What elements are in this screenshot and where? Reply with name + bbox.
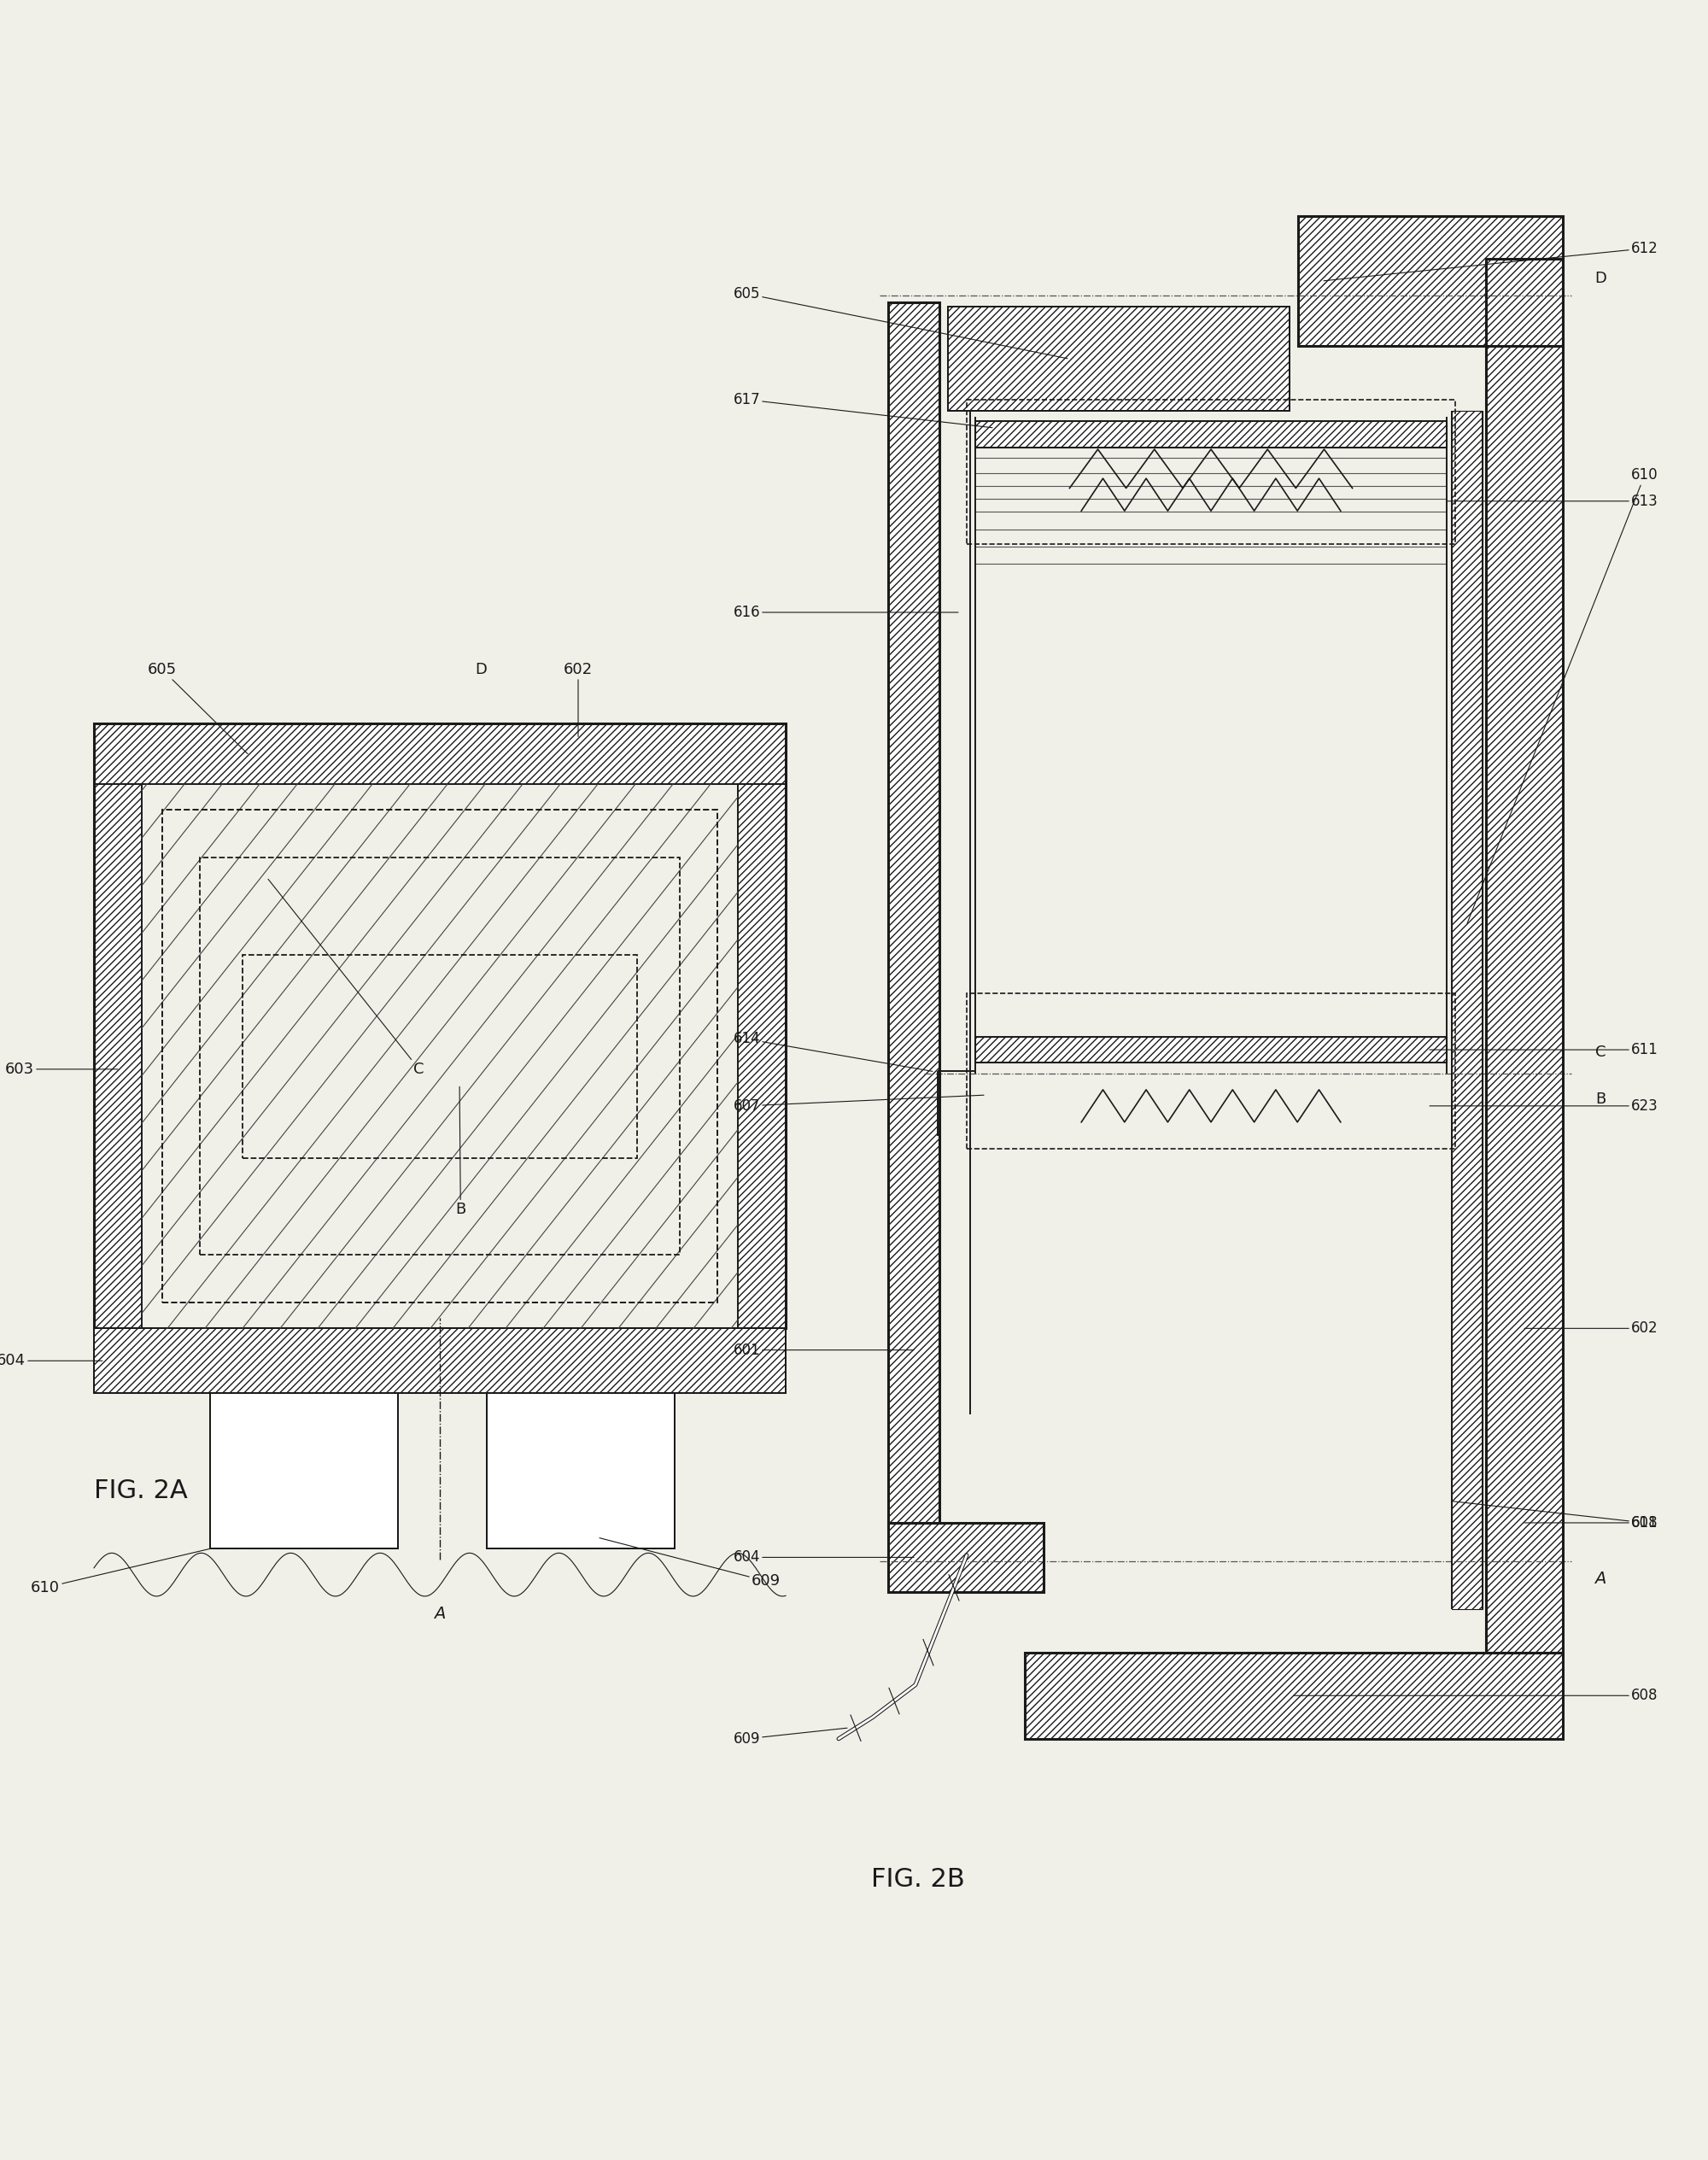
Text: 603: 603 bbox=[5, 1061, 118, 1078]
Bar bbox=[162, 810, 717, 1302]
Text: 616: 616 bbox=[733, 605, 958, 620]
Text: A: A bbox=[1595, 1570, 1606, 1588]
Text: D: D bbox=[1595, 270, 1606, 287]
Bar bbox=[975, 421, 1447, 447]
Bar bbox=[210, 1393, 398, 1549]
Text: B: B bbox=[456, 1086, 466, 1218]
Text: D: D bbox=[475, 661, 487, 678]
Text: 604: 604 bbox=[0, 1352, 102, 1369]
Bar bbox=[1486, 259, 1563, 1652]
Text: 604: 604 bbox=[733, 1549, 914, 1566]
Text: 605: 605 bbox=[733, 285, 1068, 359]
Bar bbox=[94, 1328, 786, 1393]
Bar bbox=[888, 302, 939, 1523]
Bar bbox=[1298, 216, 1563, 346]
Text: 605: 605 bbox=[147, 661, 248, 754]
Bar bbox=[888, 1523, 1044, 1592]
Bar bbox=[1025, 1652, 1563, 1739]
Text: 610: 610 bbox=[31, 1549, 210, 1596]
Bar bbox=[948, 307, 1290, 410]
Text: C: C bbox=[268, 879, 424, 1078]
Text: 612: 612 bbox=[1324, 240, 1658, 281]
Text: A: A bbox=[434, 1605, 446, 1622]
Bar bbox=[94, 784, 142, 1328]
Text: FIG. 2A: FIG. 2A bbox=[94, 1477, 188, 1503]
Bar bbox=[94, 1328, 786, 1393]
Bar bbox=[94, 724, 786, 1328]
Bar bbox=[210, 1393, 398, 1549]
Bar bbox=[94, 724, 786, 784]
Text: 617: 617 bbox=[733, 391, 992, 428]
Bar bbox=[1452, 410, 1483, 1609]
Bar bbox=[738, 784, 786, 1328]
Text: 607: 607 bbox=[733, 1095, 984, 1115]
Text: C: C bbox=[1595, 1043, 1606, 1061]
Bar bbox=[975, 1037, 1447, 1063]
Bar bbox=[888, 1523, 1044, 1592]
Text: 601: 601 bbox=[733, 1341, 914, 1359]
Text: 611: 611 bbox=[1430, 1041, 1658, 1058]
Text: 614: 614 bbox=[733, 1030, 933, 1071]
Text: FIG. 2B: FIG. 2B bbox=[871, 1866, 965, 1892]
Text: 602: 602 bbox=[564, 661, 593, 737]
Bar bbox=[888, 302, 939, 1523]
Bar bbox=[200, 858, 680, 1255]
Bar bbox=[487, 1393, 675, 1549]
Bar bbox=[975, 1037, 1447, 1063]
Bar bbox=[1025, 1652, 1563, 1739]
Text: 618: 618 bbox=[1452, 1501, 1658, 1531]
Text: 613: 613 bbox=[1447, 492, 1658, 510]
Text: B: B bbox=[1595, 1091, 1606, 1108]
Bar bbox=[487, 1393, 675, 1549]
Bar bbox=[967, 400, 1455, 544]
Bar bbox=[1298, 216, 1563, 346]
Bar bbox=[948, 307, 1290, 410]
Text: 609: 609 bbox=[600, 1538, 781, 1590]
Bar bbox=[243, 955, 637, 1158]
Bar bbox=[967, 994, 1455, 1149]
Text: 610: 610 bbox=[1467, 467, 1658, 924]
Text: 608: 608 bbox=[1295, 1687, 1658, 1704]
Text: 623: 623 bbox=[1430, 1097, 1658, 1115]
Bar bbox=[1486, 259, 1563, 1652]
Bar bbox=[975, 421, 1447, 447]
Text: 602: 602 bbox=[1525, 1320, 1658, 1337]
Text: 601: 601 bbox=[1525, 1514, 1658, 1531]
Text: 609: 609 bbox=[733, 1728, 847, 1747]
